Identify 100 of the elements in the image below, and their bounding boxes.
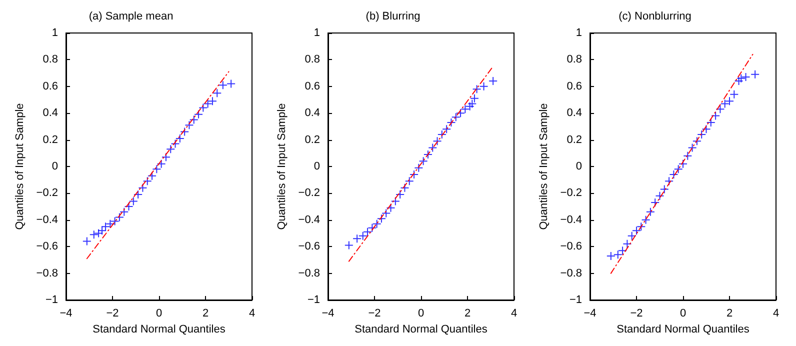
point [198,103,208,112]
point [208,96,217,106]
point [734,76,744,86]
point [632,226,641,236]
y-tick-label: 0.6 [566,80,582,92]
y-tick-label: −0.6 [560,240,582,253]
y-tick-label: −0.2 [560,187,582,200]
point [226,79,236,88]
point [175,134,184,143]
x-tick-label: −2 [106,308,119,320]
point [120,207,129,216]
point [101,222,110,232]
point [650,198,660,208]
y-tick-label: 0 [314,160,320,172]
point [203,99,212,108]
point [363,227,372,236]
y-axis-title: Quantiles of Input Sample [538,103,550,230]
point [218,80,228,90]
y-axis-title: Quantiles of Input Sample [276,103,288,230]
point [358,231,368,240]
point [142,176,152,186]
point [344,240,354,250]
point [400,183,410,192]
y-tick-label: −0.8 [560,267,582,280]
point [212,88,222,98]
y-tick-label: 1 [314,27,320,39]
point [170,139,180,148]
point [184,120,194,130]
x-tick-label: −4 [322,308,334,320]
point [716,104,725,114]
point [725,96,734,106]
point [627,231,636,240]
y-tick-label: 0.2 [304,134,320,146]
y-tick-label: 0.4 [42,107,58,120]
point [456,108,466,118]
point [396,190,405,200]
y-tick-label: −0.8 [298,267,320,280]
point [106,219,115,228]
point [706,118,716,127]
y-tick-label: −0.6 [36,240,58,253]
point [470,94,479,103]
point [613,250,622,260]
chart-title: (b) Blurring [366,10,420,22]
point [189,115,198,124]
point [114,212,124,222]
point [678,159,688,168]
point [479,82,488,91]
y-tick-label: 1 [576,27,582,39]
y-tick-label: 0.8 [566,54,582,66]
point [110,216,120,226]
point [606,251,616,260]
point [692,136,702,146]
point [372,219,382,228]
point [148,171,157,180]
point [730,90,739,99]
x-tick-label: 2 [202,308,209,320]
y-tick-label: 0.2 [42,134,58,146]
point [465,102,474,111]
y-tick-label: −0.4 [560,214,582,226]
point [618,246,628,256]
point [655,191,664,200]
point [134,190,143,200]
point [468,99,477,108]
x-tick-label: −2 [368,308,381,320]
y-tick-label: −1 [569,294,582,306]
point [720,99,730,108]
point [376,214,386,224]
point [669,170,678,180]
point [382,208,391,218]
point [423,150,432,159]
point [683,151,692,160]
point [138,183,148,192]
point [750,70,760,79]
y-tick-label: 0 [52,160,58,172]
y-tick-label: −1 [45,294,58,306]
x-tick-label: 4 [510,308,518,320]
point [152,164,162,174]
point [646,207,655,216]
x-tick-label: 4 [248,308,256,320]
point [124,202,134,212]
point [386,203,396,212]
point [741,72,750,82]
point [437,130,446,139]
point [128,196,138,206]
y-tick-label: 0.4 [566,107,582,120]
x-axis-title: Standard Normal Quantiles [616,323,750,336]
point [674,164,683,174]
point [166,144,176,154]
point [622,239,632,248]
y-tick-label: 0.4 [304,107,320,120]
point [404,176,414,186]
point [390,196,400,206]
point [414,163,424,172]
x-axis-title: Standard Normal Quantiles [354,323,488,336]
y-tick-label: 0 [576,160,582,172]
point [451,112,460,122]
point [697,130,706,139]
y-tick-label: −0.6 [298,240,320,253]
chart-title: (c) Nonblurring [618,10,692,22]
y-tick-label: 0.8 [42,54,58,66]
